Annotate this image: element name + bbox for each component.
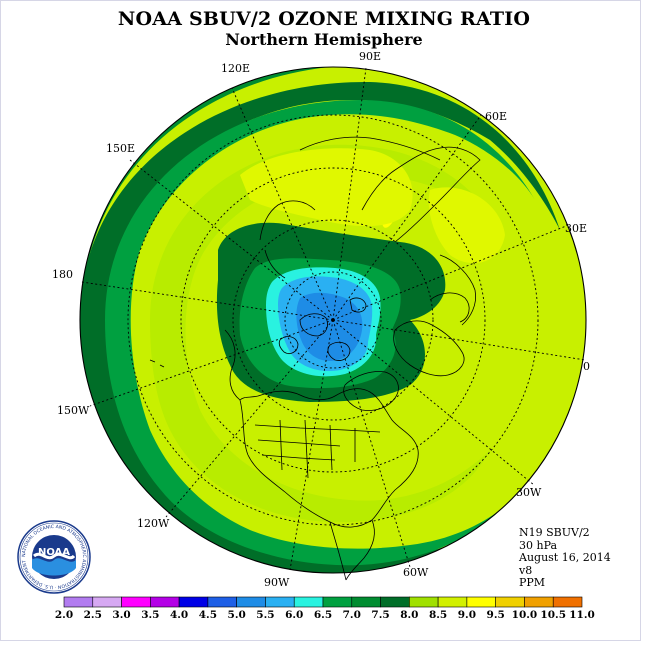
lon-label-180: 180	[52, 268, 73, 281]
color-scale-box	[150, 596, 180, 608]
color-scale-box	[552, 596, 583, 608]
info-date: August 16, 2014	[519, 551, 611, 564]
lon-label-150w: 150W	[57, 404, 90, 417]
color-scale-box	[524, 596, 554, 608]
lon-label-90w: 90W	[264, 576, 290, 589]
color-scale-box	[293, 596, 324, 608]
color-scale-tick-label: 3.5	[141, 609, 159, 621]
color-scale-box	[409, 596, 439, 608]
color-scale-tick-label: 6.5	[314, 609, 332, 621]
color-scale-tick-label: 7.0	[343, 609, 361, 621]
color-scale-box	[265, 596, 295, 608]
color-scale-box	[495, 596, 525, 608]
info-units: PPM	[519, 576, 546, 589]
color-scale-tick-label: 3.0	[112, 609, 130, 621]
color-scale-box	[466, 596, 496, 608]
lon-label-90e: 90E	[359, 50, 382, 63]
color-scale-tick-label: 9.0	[458, 609, 476, 621]
color-scale-tick-label: 5.5	[256, 609, 274, 621]
contour-light-patch-2	[428, 187, 505, 264]
color-scale-box	[207, 596, 237, 608]
page-title: NOAA SBUV/2 OZONE MIXING RATIO	[117, 8, 531, 30]
info-level: 30 hPa	[519, 538, 558, 552]
color-scale-tick-label: 4.0	[170, 609, 188, 621]
color-scale-box	[322, 596, 353, 608]
contour-light-patch	[240, 148, 413, 227]
lon-label-0: 0	[583, 360, 590, 373]
page-subtitle: Northern Hemisphere	[225, 30, 423, 49]
noaa-logo-icon: NATIONAL OCEANIC AND ATMOSPHERIC ADMINIS…	[17, 520, 91, 594]
color-scale-tick-label: 7.5	[371, 609, 389, 621]
svg-text:NOAA: NOAA	[38, 547, 70, 558]
color-scale-tick-label: 6.0	[285, 609, 303, 621]
color-scale-tick-label: 9.5	[487, 609, 505, 621]
map-limb	[79, 66, 587, 574]
coastlines	[149, 136, 481, 581]
lon-label-60e: 60E	[485, 110, 508, 123]
color-scale-box	[351, 596, 381, 608]
color-scale-tick-label: 8.5	[429, 609, 447, 621]
color-scale-box	[437, 596, 468, 608]
info-version: v8	[519, 563, 533, 577]
color-scale-box	[178, 596, 209, 608]
color-scale-tick-label: 8.0	[400, 609, 418, 621]
lon-label-30w: 30W	[516, 486, 542, 499]
color-scale-tick-label: 5.0	[228, 609, 246, 621]
color-scale-tick-label: 10.5	[540, 609, 566, 621]
color-scale-box	[92, 596, 122, 608]
color-scale-box	[380, 596, 410, 608]
color-scale-box	[121, 596, 151, 608]
image-frame	[0, 0, 641, 641]
color-scale-tick-label: 2.5	[84, 609, 102, 621]
color-scale-box	[236, 596, 266, 608]
lon-label-120e: 120E	[221, 62, 251, 75]
lon-label-150e: 150E	[106, 142, 136, 155]
color-scale-tick-label: 10.0	[512, 609, 538, 621]
color-scale-tick-label: 11.0	[569, 609, 595, 621]
info-block: N19 SBUV/2 30 hPa August 16, 2014 v8 PPM	[519, 526, 611, 590]
color-scale-tick-label: 2.0	[55, 609, 73, 621]
lon-label-60w: 60W	[403, 566, 429, 579]
color-scale-box	[63, 596, 94, 608]
latitude-circles	[127, 114, 539, 526]
info-instrument: N19 SBUV/2	[519, 526, 590, 539]
color-scale-tick-label: 4.5	[199, 609, 217, 621]
color-scale-boxes	[63, 596, 583, 608]
lon-label-120w: 120W	[137, 517, 170, 530]
color-scale-labels: 2.0 2.5 3.0 3.5 4.0 4.5 5.0 5.5 6.0 6.5 7.0 7.5 8.0 8…	[55, 609, 595, 621]
lon-label-30e: 30E	[565, 222, 588, 235]
meridian-lines	[81, 67, 586, 571]
